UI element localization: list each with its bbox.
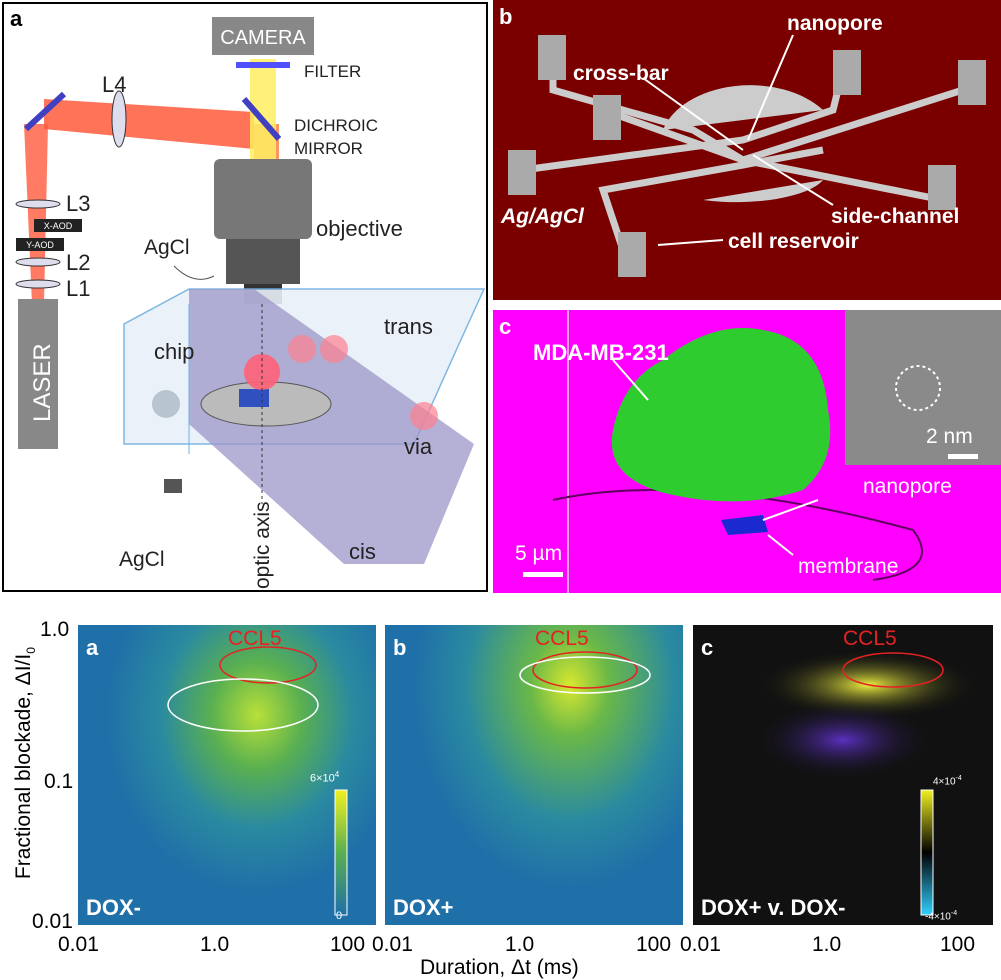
y-tick-1: 1.0 <box>40 618 70 641</box>
cell-red-4 <box>410 402 438 430</box>
main-scale-label: 5 µm <box>515 542 563 565</box>
lens-l3 <box>15 199 61 209</box>
l1-label: L1 <box>66 276 90 301</box>
heatmap-c-ccl5: CCL5 <box>843 627 897 650</box>
heatmap-a-scale-max: 6×104 <box>310 770 340 785</box>
x-axis-label: Duration, Δt (ms) <box>420 956 579 979</box>
inset-tem <box>845 310 1001 465</box>
chip-label: chip <box>154 339 194 364</box>
x-aod-label: X-AOD <box>44 221 73 231</box>
y-axis-label: Fractional blockade, ΔI/I0 <box>11 647 39 880</box>
camera-label: CAMERA <box>220 27 306 49</box>
membrane-label: membrane <box>798 555 899 578</box>
agcl-bottom-label: AgCl <box>119 548 165 571</box>
panel-c-letter: c <box>499 314 512 339</box>
heatmap-a-condition: DOX- <box>86 895 141 920</box>
heatmap-a-scale-min: 0 <box>336 910 343 922</box>
ag-agcl-label: Ag/AgCl <box>501 205 584 228</box>
heatmap-c-letter: c <box>701 635 714 660</box>
optic-axis-label: optic axis <box>251 501 274 589</box>
mirror-label: MIRROR <box>294 139 363 158</box>
cell-red-3 <box>320 335 348 363</box>
heatmap-c-scale-min: -4×10-4 <box>925 910 958 923</box>
objective-body <box>214 159 312 239</box>
heatmap-a-ccl5: CCL5 <box>228 627 282 650</box>
x-tick-b-2: 1.0 <box>505 933 535 956</box>
lens-l2 <box>15 257 61 267</box>
x-tick-c-3: 100 <box>940 933 976 956</box>
heatmap-b-ccl5: CCL5 <box>535 627 589 650</box>
channel-panel: b nanopore cross-bar Ag/AgCl side-channe… <box>493 0 1001 300</box>
x-tick-a-3: 100 <box>330 933 366 956</box>
nanopore-label-c: nanopore <box>863 475 952 498</box>
lens-l1 <box>15 279 61 289</box>
left-mirror <box>23 91 67 132</box>
camera-box <box>212 17 314 55</box>
cell-red-2 <box>288 335 316 363</box>
y-aod-label: Y-AOD <box>26 240 54 250</box>
x-tick-b-3: 100 <box>636 933 672 956</box>
channel-diagram <box>508 34 986 277</box>
heatmap-c-scale-max: 4×10-4 <box>933 775 962 788</box>
y-tick-2: 0.1 <box>44 770 74 793</box>
side-channel-label: side-channel <box>831 205 960 228</box>
filter-label: FILTER <box>304 62 361 81</box>
l2-label: L2 <box>66 250 90 275</box>
dichroic-label: DICHROIC <box>294 116 378 135</box>
l3-label: L3 <box>66 191 90 216</box>
cross-bar-label: cross-bar <box>573 62 669 85</box>
nanopore-label-b: nanopore <box>787 12 883 35</box>
laser-label: LASER <box>29 343 56 422</box>
heatmap-c-image <box>753 650 978 916</box>
objective-label: objective <box>316 216 403 241</box>
heatmap-c-condition: DOX+ v. DOX- <box>701 895 846 920</box>
agcl-top-label: AgCl <box>144 236 190 259</box>
panel-a-letter: a <box>10 6 23 31</box>
via-label: via <box>404 434 433 459</box>
tomography-image <box>523 310 1001 593</box>
heatmap-b-contours <box>519 651 651 694</box>
x-tick-c-2: 1.0 <box>812 933 842 956</box>
cell-reservoir-label: cell reservoir <box>728 230 859 253</box>
heatmap-b: b CCL5 DOX+ <box>385 625 683 925</box>
cell-line-label: MDA-MB-231 <box>533 340 669 365</box>
cell-body <box>611 328 831 502</box>
heatmap-a: a CCL5 6×104 0 DOX- <box>78 625 376 925</box>
trans-label: trans <box>384 314 433 339</box>
x-tick-c-1: 0.01 <box>680 933 721 956</box>
laser-beam-horizontal <box>44 99 254 149</box>
x-tick-a-2: 1.0 <box>200 933 230 956</box>
heatmap-a-contours <box>167 646 348 916</box>
laser-beam-vertical <box>24 124 48 304</box>
lens-l4 <box>111 90 127 148</box>
heatmap-c: c CCL5 4×10-4 -4×10-4 DOX+ v. DOX- <box>693 625 993 925</box>
tomography-panel: c MDA-MB-231 2 nm nanopore 5 µm membrane <box>493 310 1001 593</box>
y-tick-3: 0.01 <box>32 910 73 933</box>
heatmap-b-letter: b <box>393 635 407 660</box>
membrane-patch <box>721 515 768 535</box>
setup-panel: CAMERA FILTER DICHROIC MIRROR L4 L3 X-AO… <box>2 2 488 592</box>
x-tick-b-1: 0.01 <box>372 933 413 956</box>
x-tick-a-1: 0.01 <box>58 933 99 956</box>
dichroic-mirror <box>241 97 282 141</box>
panel-b-letter: b <box>499 4 513 29</box>
heatmap-figure: Fractional blockade, ΔI/I0 1.0 0.1 0.01 … <box>0 600 1001 979</box>
inset-scale-label: 2 nm <box>926 425 973 448</box>
heatmap-a-letter: a <box>86 635 99 660</box>
setup-diagram: CAMERA FILTER DICHROIC MIRROR L4 L3 X-AO… <box>15 17 486 589</box>
l4-label: L4 <box>102 72 126 97</box>
filter-element <box>236 62 290 68</box>
cell-grey <box>152 390 180 418</box>
heatmap-b-condition: DOX+ <box>393 895 454 920</box>
laser-box <box>18 299 58 449</box>
cis-label: cis <box>349 539 376 564</box>
